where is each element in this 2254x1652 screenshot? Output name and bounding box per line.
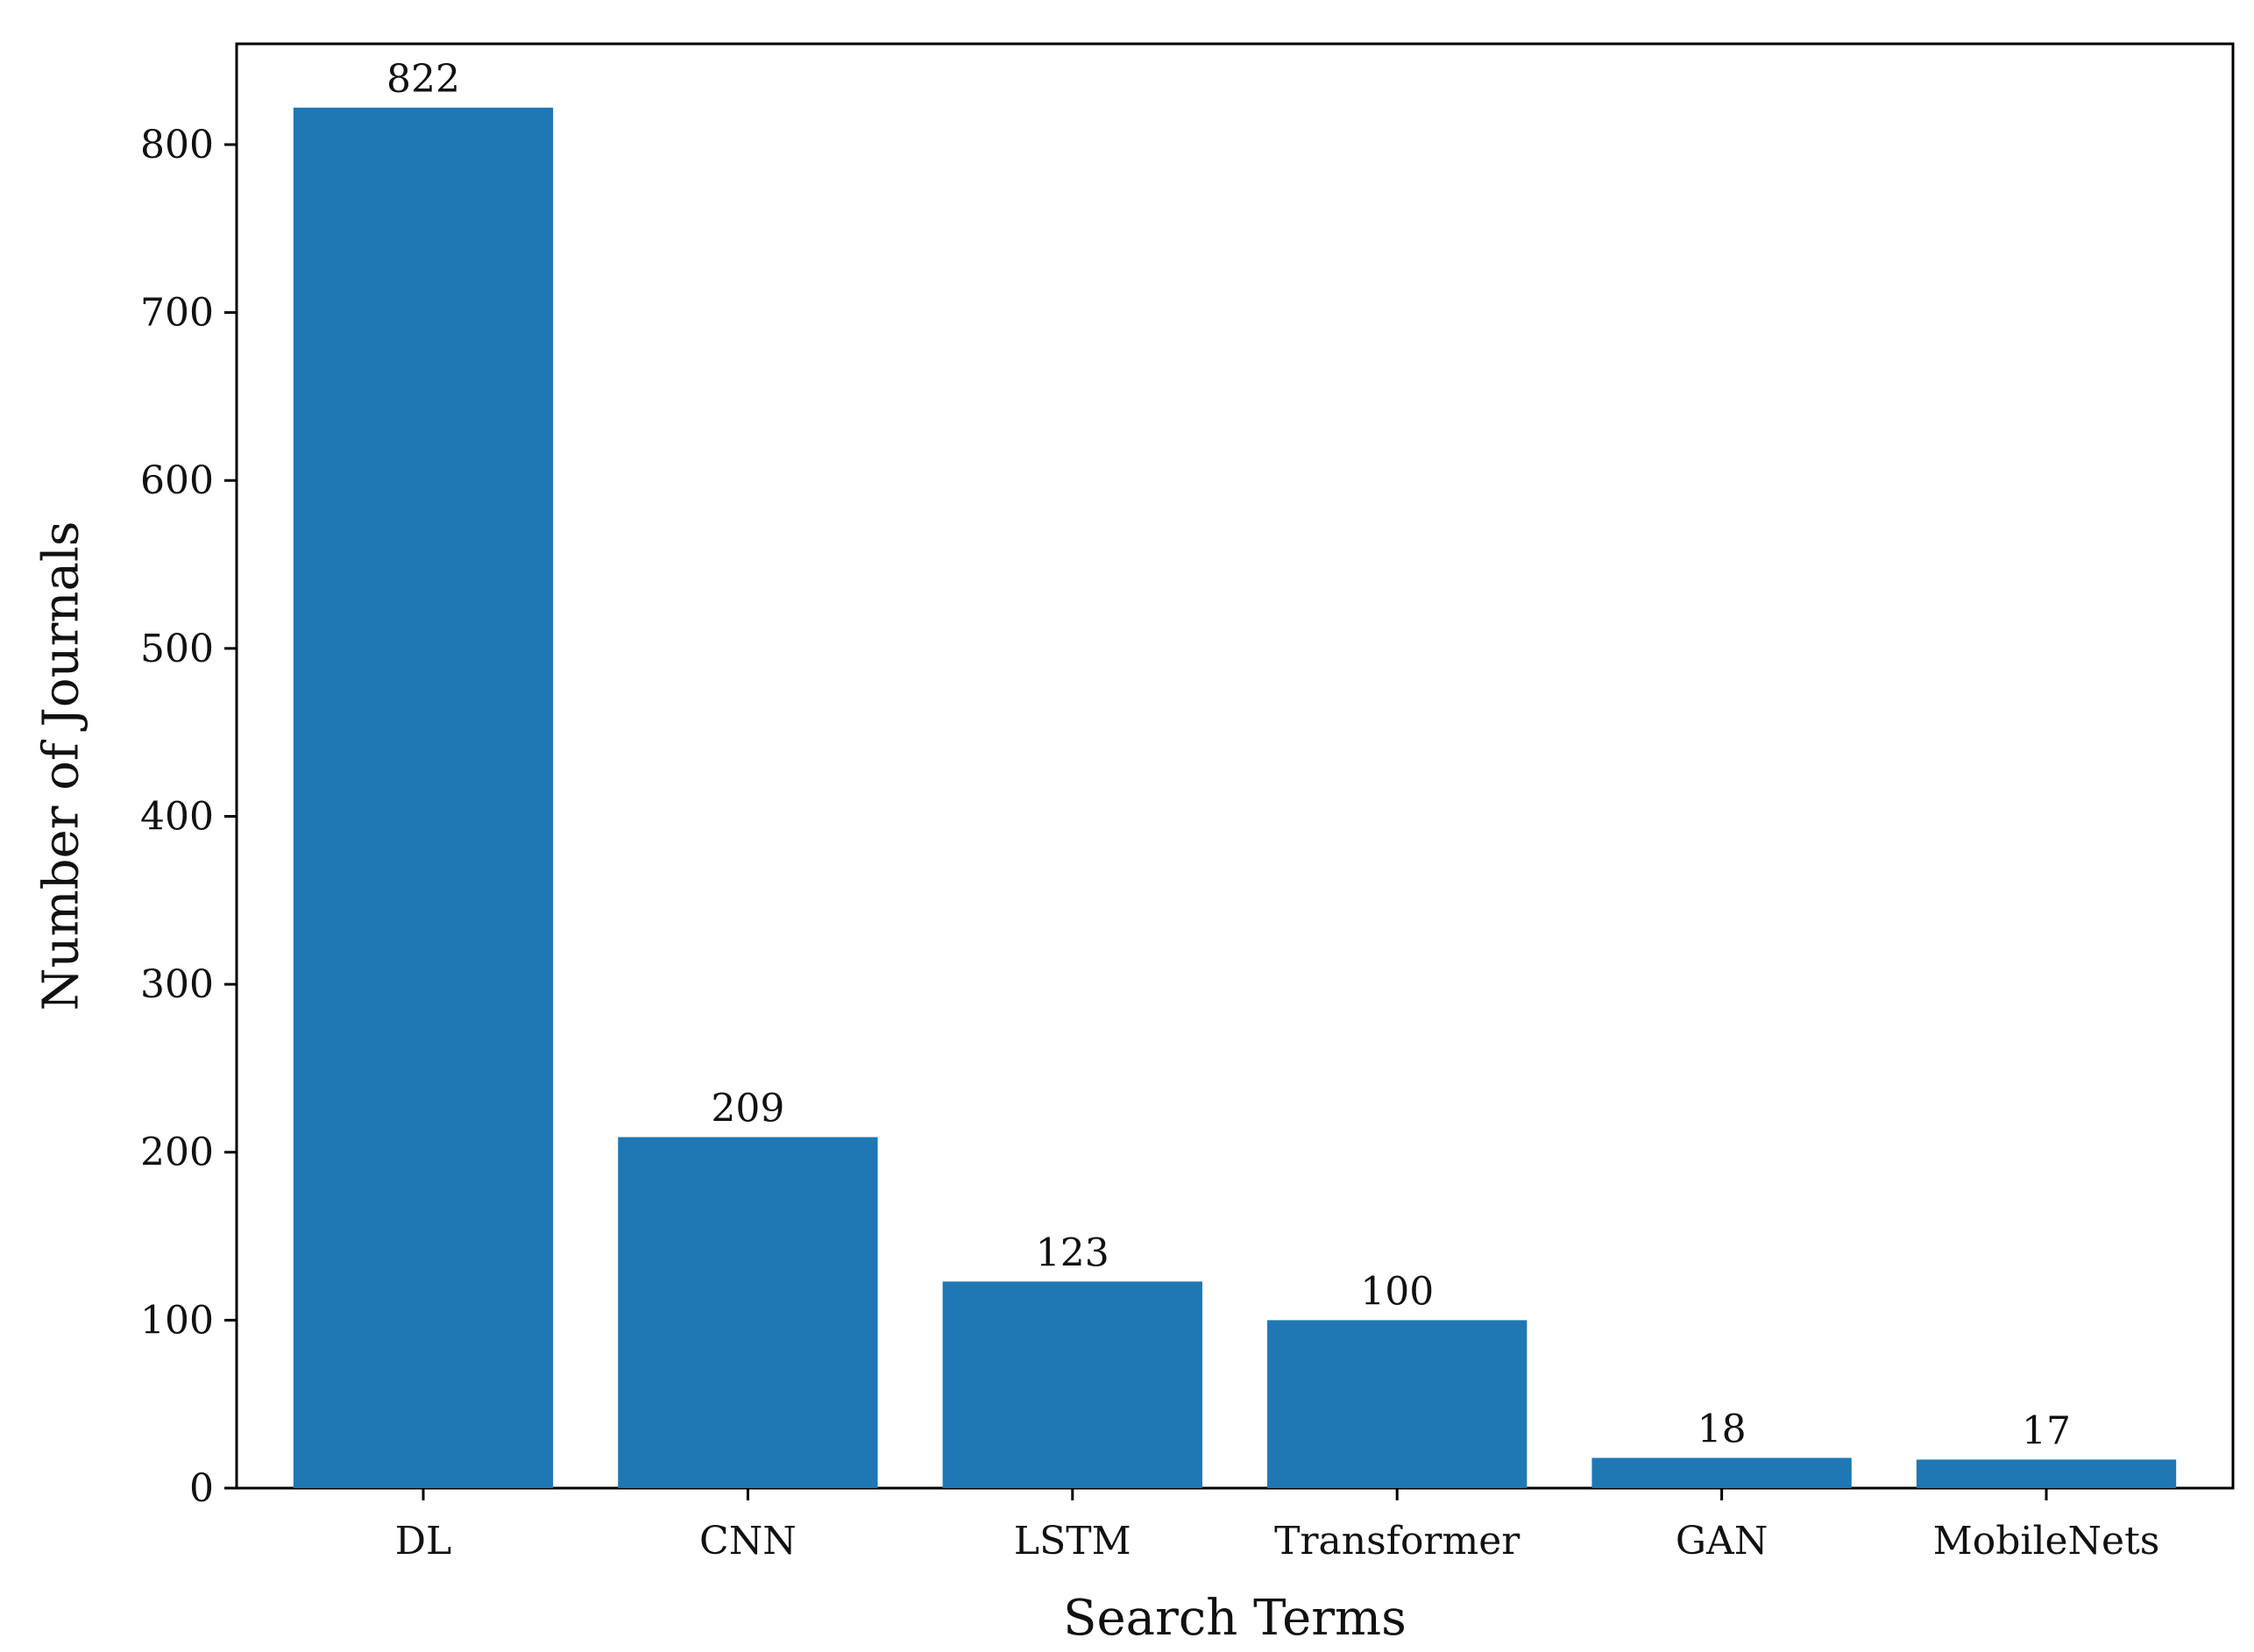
x-axis-title: Search Terms [1063, 1590, 1407, 1647]
y-tick-label: 0 [189, 1466, 214, 1511]
x-tick-label: MobileNets [1933, 1519, 2160, 1563]
y-tick-label: 300 [140, 962, 214, 1007]
bar-value-label: 123 [1036, 1230, 1109, 1275]
bar-value-label: 100 [1360, 1269, 1434, 1314]
bar [1267, 1320, 1527, 1488]
bars-group [293, 107, 2177, 1488]
x-tick-label: GAN [1676, 1519, 1768, 1563]
bar-value-label: 17 [2022, 1408, 2071, 1453]
y-tick-label: 200 [140, 1131, 214, 1175]
x-tick-label: DL [395, 1519, 452, 1563]
plot-area [235, 42, 2235, 1490]
y-axis-title: Number of Journals [33, 521, 90, 1010]
y-tick-label: 100 [140, 1298, 214, 1343]
x-tick-label: Transformer [1274, 1519, 1520, 1563]
bar [1591, 1457, 1852, 1488]
y-tick-label: 700 [140, 291, 214, 336]
bar [942, 1281, 1202, 1488]
x-tick-label: LSTM [1014, 1519, 1131, 1563]
y-axis-ticks: 0 100 200 300 400 500 600 700 800 [140, 123, 237, 1511]
bar-value-label: 18 [1698, 1407, 1747, 1452]
y-tick-label: 500 [140, 627, 214, 671]
bar-value-label: 822 [386, 57, 460, 102]
x-axis-ticks: DL CNN LSTM Transformer GAN MobileNets [395, 1488, 2160, 1563]
bar [293, 107, 554, 1488]
y-tick-label: 600 [140, 458, 214, 503]
y-tick-label: 800 [140, 123, 214, 167]
x-tick-label: CNN [699, 1519, 797, 1563]
bar-value-label: 209 [711, 1086, 784, 1131]
plot-frame [235, 42, 2235, 1490]
y-tick-label: 400 [140, 794, 214, 839]
bar [618, 1137, 878, 1488]
bar [1916, 1459, 2177, 1488]
bar-labels-group: 822 209 123 100 18 17 [386, 57, 2071, 1454]
